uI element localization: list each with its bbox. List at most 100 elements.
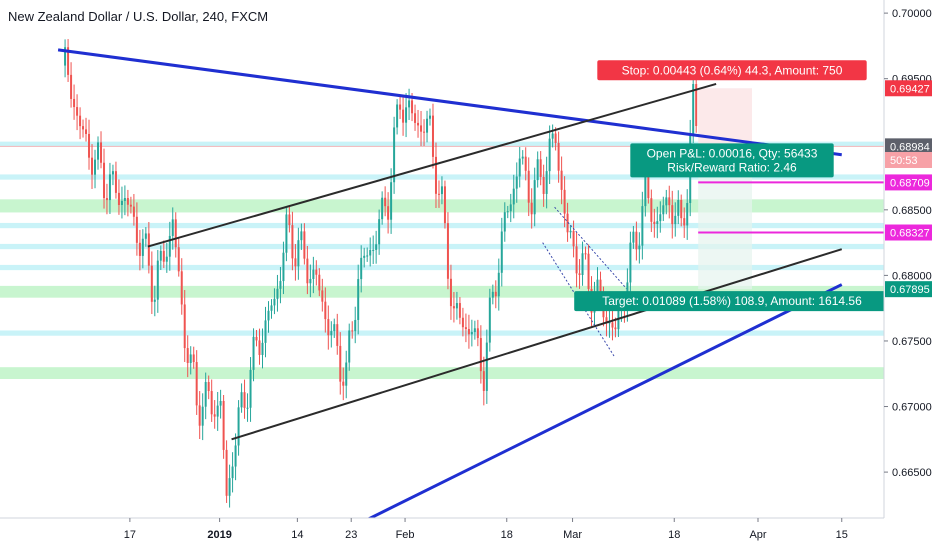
candle-body [431,115,434,157]
candle-body [339,345,342,382]
candle-body [288,214,291,226]
candle-body [461,317,464,328]
price-tag: 50:53 [885,151,932,168]
price-tag-bg [885,80,932,97]
candle-body [423,131,426,133]
candle-body [126,198,129,205]
candle-body [665,197,668,206]
y-tick-label: 0.67500 [892,336,932,348]
candle-body [677,200,680,216]
candle-body [285,214,288,253]
candle-body [219,400,222,406]
candle-body [204,382,207,407]
candle-body [270,305,273,311]
candle-body [159,250,162,261]
candle-body [632,231,635,243]
candle-body [192,354,195,363]
candle-body [138,242,141,256]
pnl-label-text: Risk/Reward Ratio: 2.46 [667,160,797,174]
target-label: Target: 0.01089 (1.58%) 108.9, Amount: 1… [574,291,890,312]
price-tag: 0.68327 [885,224,932,241]
candle-body [446,223,449,279]
candle-body [578,273,581,275]
candle-body [333,324,336,332]
candle-body [387,206,390,220]
candle-body [201,406,204,426]
candle-body [336,324,339,346]
candle-body [494,291,497,297]
stop-label-bg [597,60,867,81]
candle-body [70,74,73,99]
candle-body [97,142,100,160]
candle-body [114,171,117,193]
time-axis [0,518,932,550]
y-tick-label: 0.66500 [892,467,932,479]
candle-body [297,240,300,267]
candle-body [306,258,309,284]
candle-body [249,369,252,408]
candle-body [162,250,165,262]
candle-body [198,405,201,426]
candle-body [64,47,67,66]
candle-body [195,362,198,406]
axis-corner [884,518,932,550]
candle-body [497,272,500,297]
sr-zone [0,141,884,147]
candle-body [506,211,509,213]
candle-body [276,288,279,299]
sr-zone [0,264,884,271]
candle-body [234,445,237,467]
candle-body [372,249,375,251]
candle-body [225,449,228,496]
candle-body [279,281,282,289]
candle-body [354,319,357,332]
candle-body [396,104,399,128]
x-tick-label: 2019 [207,529,231,541]
candle-body [258,340,261,355]
candle-body [476,328,479,339]
price-tag: 0.68709 [885,174,932,191]
target-label-bg [574,291,890,312]
candle-body [512,188,515,205]
candle-body [488,297,491,343]
candle-body [572,230,575,247]
candle-body [273,298,276,306]
candle-body [536,159,539,181]
candle-body [656,221,659,225]
candle-body [117,192,120,205]
candle-body [629,242,632,283]
candle-body [79,115,82,127]
candle-body [437,193,440,195]
candle-body [695,84,698,127]
candle-body [402,109,405,123]
candle-body [318,274,321,291]
candle-body [177,247,180,272]
candle-body [123,198,126,201]
candle-body [351,330,354,332]
stop-label: Stop: 0.00443 (0.64%) 44.3, Amount: 750 [597,60,867,81]
candle-body [82,126,85,130]
candle-body [491,291,494,298]
candle-body [539,159,542,177]
candle-body [566,213,569,233]
candle-body [85,129,88,134]
x-tick-label: Feb [396,529,415,541]
price-tag-label: 0.69427 [890,83,930,95]
chart-title: New Zealand Dollar / U.S. Dollar, 240, F… [8,9,269,24]
price-tag-label: 50:53 [890,155,918,167]
candle-body [171,219,174,236]
candle-body [405,107,408,123]
candle-body [575,246,578,274]
candle-body [222,400,225,450]
candle-body [420,125,423,132]
candle-body [668,197,671,206]
candle-body [156,260,159,300]
candle-body [291,225,294,259]
candle-body [228,478,231,496]
x-tick-label: Mar [563,529,582,541]
price-tag: 0.68984 [885,138,932,155]
candle-body [321,290,324,302]
candle-body [524,156,527,171]
candle-body [662,205,665,215]
